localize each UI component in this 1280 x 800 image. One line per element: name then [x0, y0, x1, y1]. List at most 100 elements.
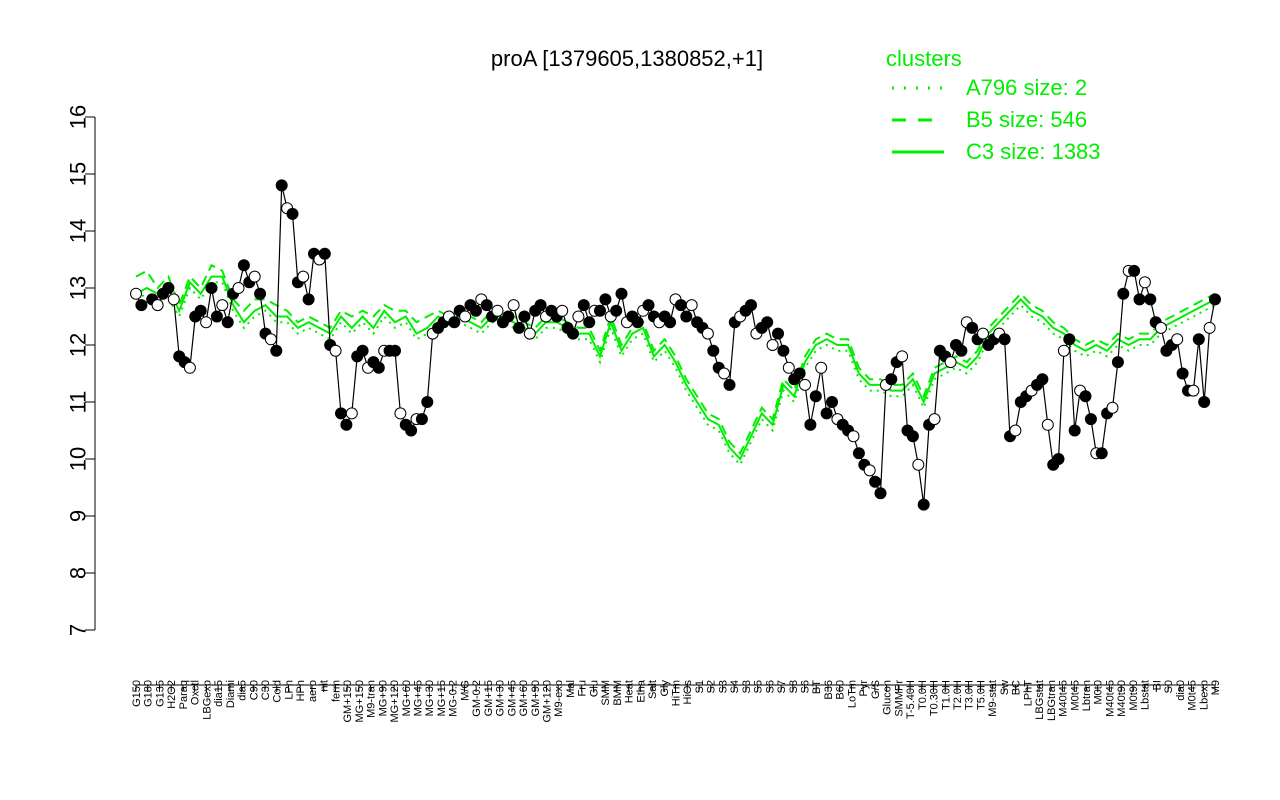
- data-point: [518, 310, 531, 323]
- x-tick-label: MG-0.2: [448, 680, 460, 717]
- data-point: [275, 179, 288, 192]
- x-tick-label: T3.0H: [964, 680, 976, 710]
- data-point: [572, 310, 585, 323]
- data-point: [340, 418, 353, 431]
- data-point: [502, 310, 515, 323]
- data-point: [1052, 453, 1065, 465]
- data-point: [777, 344, 790, 357]
- x-tick-label: M9-stat: [987, 680, 999, 717]
- x-tick-label: BMM: [612, 680, 624, 706]
- data-point: [130, 287, 142, 300]
- data-point: [852, 447, 865, 460]
- data-point: [1068, 424, 1081, 437]
- data-point: [642, 299, 655, 312]
- y-axis: 7 8 9 10 11 12 13 14 15 16: [66, 105, 96, 636]
- data-point: [723, 378, 736, 391]
- x-tick-label: LPh: [283, 680, 295, 700]
- data-point: [707, 344, 720, 357]
- x-tick-label: Glucon: [882, 680, 894, 715]
- x-tick-label: BC: [1011, 680, 1023, 695]
- x-tick-label: M40t45: [1058, 680, 1070, 717]
- data-point: [1209, 293, 1221, 306]
- data-point: [421, 396, 434, 408]
- data-point: [1009, 424, 1022, 437]
- data-point: [928, 413, 941, 426]
- data-point: [270, 344, 283, 357]
- x-tick-label: GM+90: [530, 680, 542, 716]
- data-point: [1176, 367, 1189, 380]
- x-tick-label: S5: [753, 680, 765, 693]
- y-tick-label: 11: [66, 391, 91, 414]
- data-point: [1036, 373, 1049, 386]
- series-line-dotted: [135, 281, 1216, 467]
- x-tick-label: S6: [800, 680, 812, 693]
- x-tick-label: Glu: [588, 680, 600, 697]
- data-point: [1171, 333, 1184, 346]
- legend-title: clusters: [886, 46, 962, 71]
- legend-label: B5 size: 546: [966, 107, 1087, 132]
- x-tick-label: Pyr: [858, 680, 870, 697]
- data-point: [372, 361, 385, 374]
- data-point: [469, 304, 482, 317]
- x-tick-label: Salt: [647, 680, 659, 699]
- data-point: [885, 373, 898, 386]
- x-tick-label: S1: [694, 680, 706, 693]
- data-point: [1203, 321, 1216, 334]
- data-point: [405, 424, 418, 437]
- data-point: [221, 316, 234, 329]
- x-tick-label: H2O2: [166, 680, 178, 709]
- x-tick-label: MG+45: [412, 680, 424, 716]
- data-point: [577, 299, 590, 312]
- x-tick-label: Lbstat: [1140, 680, 1152, 710]
- data-points: [130, 179, 1221, 511]
- data-point: [205, 282, 218, 294]
- x-tick-label: Diami: [225, 680, 237, 708]
- x-tick-label: G135: [154, 680, 166, 707]
- data-point: [151, 299, 164, 312]
- data-point: [329, 344, 342, 357]
- x-tick-label: BI: [1151, 680, 1163, 690]
- data-point: [216, 299, 229, 312]
- data-point: [1057, 344, 1070, 357]
- data-point: [345, 407, 358, 420]
- y-tick-label: 13: [66, 276, 91, 300]
- x-tick-label: SMMPr: [893, 680, 905, 717]
- y-tick-label: 15: [66, 162, 91, 186]
- x-tick-label: LoTm: [846, 680, 858, 708]
- x-tick-label: T0.30H: [929, 680, 941, 716]
- data-point: [200, 316, 213, 329]
- data-point: [912, 458, 925, 471]
- x-tick-label: Oxctl: [190, 680, 202, 705]
- data-point: [1128, 264, 1141, 277]
- x-tick-label: ferm: [330, 680, 342, 702]
- x-tick-label: M0t45: [1069, 680, 1081, 711]
- data-point: [567, 327, 579, 340]
- x-tick-label: M40t90: [1116, 680, 1128, 717]
- x-tick-label: S6: [764, 680, 776, 693]
- x-tick-label: HiOs: [682, 680, 694, 705]
- x-tick-label: T1.0H: [940, 680, 952, 710]
- data-point: [977, 327, 989, 340]
- data-point: [815, 361, 828, 374]
- data-point: [415, 413, 428, 426]
- data-point: [863, 464, 876, 477]
- data-point: [1095, 447, 1108, 460]
- x-tick-label: MG+60: [401, 680, 413, 716]
- data-point: [523, 327, 536, 340]
- series-line-solid: [135, 275, 1216, 461]
- y-tick-label: 10: [66, 447, 91, 471]
- x-tick-label: Heat: [624, 680, 636, 703]
- x-tick-label: Etha: [635, 679, 647, 703]
- x-tick-label: Sw: [999, 680, 1011, 695]
- x-tick-label: G150: [131, 680, 143, 707]
- x-tick-label: LBGexp: [201, 680, 213, 720]
- data-point: [966, 321, 979, 334]
- x-tick-label: Lbexp: [1198, 680, 1210, 710]
- data-point: [534, 299, 547, 312]
- data-point: [944, 356, 957, 369]
- data-point: [793, 367, 806, 380]
- y-tick-label: 7: [66, 624, 91, 636]
- x-tick-label: M9-tran: [366, 680, 378, 718]
- data-point: [998, 333, 1011, 346]
